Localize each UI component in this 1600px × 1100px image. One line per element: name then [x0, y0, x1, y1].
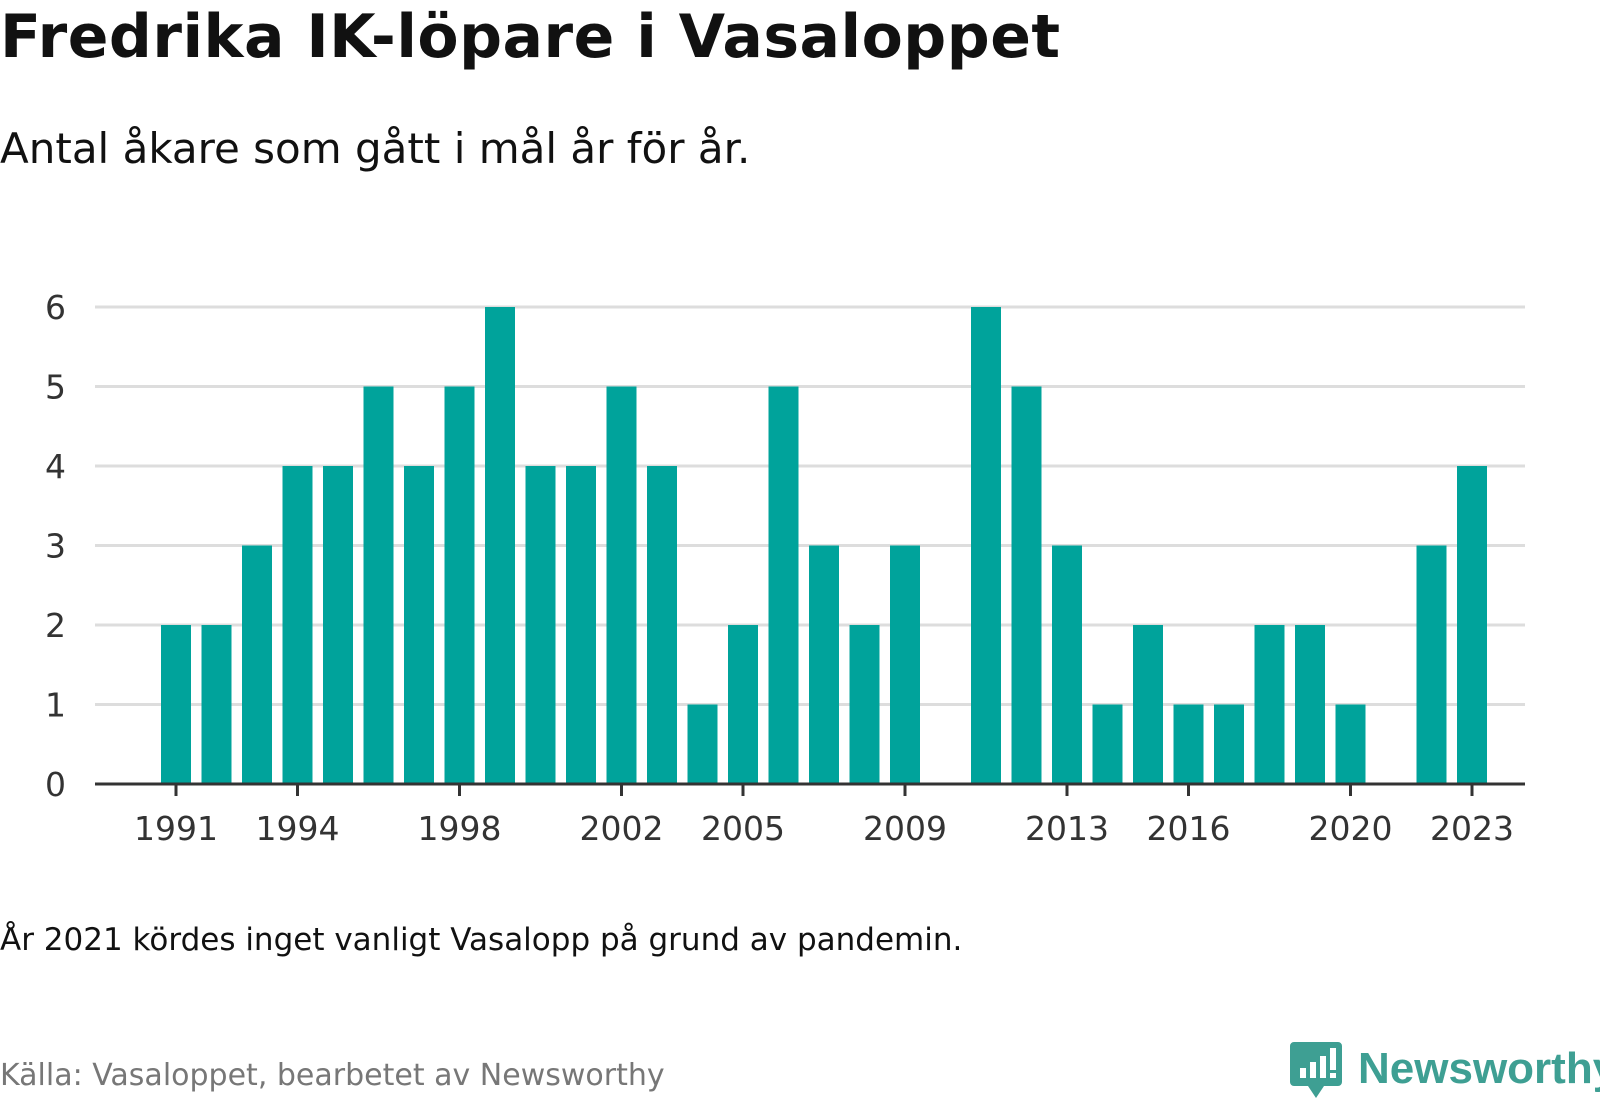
bar-chart: 0 1 2 3 4 5 6 1991 1994 1998 2002 2005 2009 2013 2016 2…	[45, 288, 1525, 848]
bar-2001	[566, 466, 596, 784]
chart-title: Fredrika IK-löpare i Vasaloppet	[0, 2, 1061, 72]
x-tick-label: 1994	[256, 809, 340, 848]
x-tick-label: 2009	[863, 809, 947, 848]
bar-1991	[161, 625, 191, 784]
bar-1998	[444, 386, 475, 784]
bar-1993	[242, 545, 272, 784]
bar-2014	[1092, 704, 1123, 784]
bar-2005	[728, 625, 758, 784]
bar-1995	[323, 466, 353, 784]
bar-2017	[1214, 704, 1244, 784]
bar-2004	[687, 704, 718, 784]
bar-2012	[1011, 386, 1042, 784]
bar-1992	[201, 625, 232, 784]
bars	[161, 307, 1487, 784]
bar-2016	[1173, 704, 1204, 784]
x-tick-label: 2013	[1025, 809, 1109, 848]
bar-2002	[606, 386, 637, 784]
bar-2009	[890, 545, 920, 784]
y-tick-label: 6	[45, 288, 66, 327]
bar-2019	[1295, 625, 1325, 784]
bar-1997	[404, 466, 434, 784]
y-tick-label: 3	[45, 527, 66, 566]
bar-2011	[971, 307, 1001, 784]
y-tick-label: 5	[45, 368, 66, 407]
y-tick-label: 2	[45, 606, 66, 645]
bar-1994	[282, 466, 313, 784]
bar-2023	[1457, 466, 1487, 784]
y-tick-label: 0	[45, 765, 66, 804]
bar-2006	[768, 386, 799, 784]
brand-name: Newsworthy	[1358, 1044, 1600, 1093]
source-text: Källa: Vasaloppet, bearbetet av Newswort…	[0, 1058, 665, 1093]
bar-2018	[1254, 625, 1285, 784]
bar-1996	[363, 386, 394, 784]
bar-2015	[1133, 625, 1163, 784]
bar-2008	[849, 625, 880, 784]
bar-chart-speech-bubble-icon	[1290, 1042, 1342, 1098]
y-tick-label: 1	[45, 686, 66, 725]
bar-2003	[647, 466, 677, 784]
bar-2022	[1416, 545, 1447, 784]
x-tick-label: 1991	[134, 809, 218, 848]
newsworthy-logo: Newsworthy	[1290, 1040, 1600, 1100]
bar-2020	[1335, 704, 1366, 784]
bar-2007	[809, 545, 839, 784]
chart-subtitle: Antal åkare som gått i mål år för år.	[0, 124, 751, 173]
x-tick-label: 2002	[580, 809, 664, 848]
x-tick-label: 2023	[1430, 809, 1514, 848]
bar-2013	[1052, 545, 1082, 784]
x-tick-label: 2016	[1147, 809, 1231, 848]
x-tick-label: 2005	[701, 809, 785, 848]
chart-note: År 2021 kördes inget vanligt Vasalopp på…	[0, 922, 963, 958]
x-tick-label: 2020	[1309, 809, 1393, 848]
axes: 0 1 2 3 4 5 6 1991 1994 1998 2002 2005 2009 2013 2016 2…	[45, 288, 1525, 848]
bar-1999	[485, 307, 515, 784]
x-tick-label: 1998	[418, 809, 502, 848]
bar-2000	[525, 466, 556, 784]
y-tick-label: 4	[45, 447, 66, 486]
